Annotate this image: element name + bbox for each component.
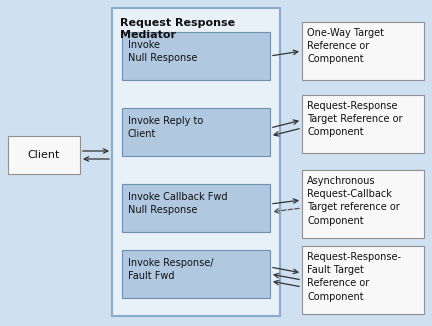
Bar [8, 136, 80, 174]
Text: One-Way Target
Reference or
Component: One-Way Target Reference or Component [307, 28, 384, 65]
Bar [302, 246, 424, 314]
Bar [122, 108, 270, 156]
Bar [302, 170, 424, 238]
Bar [112, 8, 280, 316]
Text: Invoke Response/
Fault Fwd: Invoke Response/ Fault Fwd [128, 258, 213, 281]
Bar [122, 32, 270, 80]
Text: Asynchronous
Request-Callback
Target reference or
Component: Asynchronous Request-Callback Target ref… [307, 176, 400, 226]
Bar [122, 250, 270, 298]
Bar [302, 22, 424, 80]
Bar [122, 184, 270, 232]
Text: Request-Response-
Fault Target
Reference or
Component: Request-Response- Fault Target Reference… [307, 252, 401, 302]
Text: Invoke Reply to
Client: Invoke Reply to Client [128, 116, 203, 139]
Bar [302, 95, 424, 153]
Text: Invoke Callback Fwd
Null Response: Invoke Callback Fwd Null Response [128, 192, 228, 215]
Text: Invoke
Null Response: Invoke Null Response [128, 40, 197, 63]
Text: Request Response
Mediator: Request Response Mediator [120, 18, 235, 39]
Text: Request-Response
Target Reference or
Component: Request-Response Target Reference or Com… [307, 101, 403, 137]
Text: Client: Client [28, 150, 60, 160]
